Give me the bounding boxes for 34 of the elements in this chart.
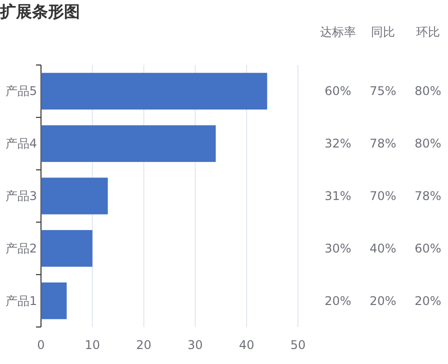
bar (41, 72, 268, 110)
text: 40% (370, 241, 396, 256)
x-tick-label: 0 (37, 338, 45, 352)
text: 78% (370, 136, 396, 151)
bar (41, 178, 108, 214)
text: 20% (414, 294, 442, 308)
y-tick-label: 产品2 (5, 241, 37, 256)
text: 70% (370, 189, 396, 203)
text: 80% (414, 136, 442, 151)
bar (41, 282, 67, 320)
x-tick-label: 30 (188, 338, 203, 352)
bar (41, 125, 216, 162)
text: 32% (324, 136, 352, 151)
text: 20% (324, 294, 352, 308)
text: 75% (370, 84, 396, 98)
y-tick-label: 产品4 (5, 136, 37, 151)
text: 31% (324, 189, 352, 203)
bar (41, 230, 92, 267)
x-tick-label: 50 (290, 338, 306, 352)
text: 60% (414, 241, 442, 256)
category-label: 环比 (416, 25, 440, 39)
y-tick-label: 产品3 (5, 189, 37, 203)
text: 78% (414, 189, 442, 203)
category-label: 同比 (371, 25, 395, 39)
text: 30% (324, 241, 352, 256)
y-tick-label: 产品5 (5, 84, 37, 98)
category-label: 达标率 (320, 25, 356, 39)
x-tick-label: 40 (238, 338, 254, 352)
x-tick-label: 10 (84, 338, 100, 352)
x-tick-label: 20 (136, 338, 152, 352)
y-tick-label: 产品1 (5, 294, 37, 308)
text: 20% (370, 294, 396, 308)
text: 60% (324, 84, 352, 98)
text: 80% (414, 84, 442, 98)
